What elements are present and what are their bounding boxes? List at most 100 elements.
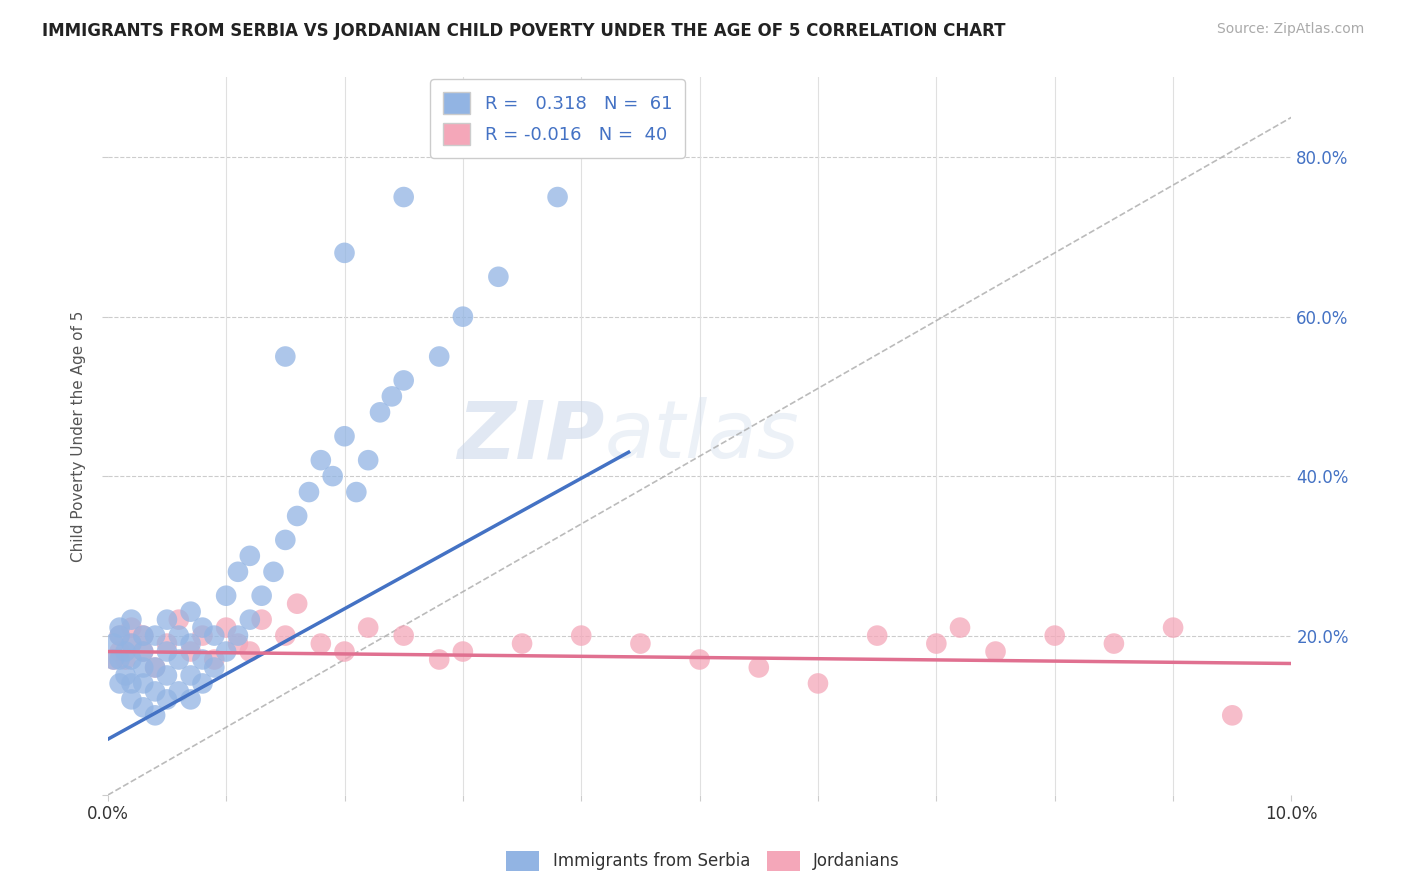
Point <box>180 644 202 658</box>
Point <box>285 597 308 611</box>
Point <box>239 549 262 563</box>
Point <box>392 629 415 643</box>
Point <box>132 629 155 643</box>
Point <box>748 660 770 674</box>
Point <box>239 644 262 658</box>
Point <box>226 636 249 650</box>
Point <box>689 652 711 666</box>
Point <box>427 350 450 364</box>
Text: IMMIGRANTS FROM SERBIA VS JORDANIAN CHILD POVERTY UNDER THE AGE OF 5 CORRELATION: IMMIGRANTS FROM SERBIA VS JORDANIAN CHIL… <box>42 22 1005 40</box>
Point <box>263 565 285 579</box>
Point <box>180 636 202 650</box>
Point <box>807 676 830 690</box>
Point <box>132 676 155 690</box>
Point <box>120 636 142 650</box>
Point <box>120 676 142 690</box>
Point <box>285 508 308 523</box>
Point <box>108 644 131 658</box>
Point <box>167 613 190 627</box>
Point <box>167 684 190 698</box>
Point <box>108 621 131 635</box>
Point <box>1102 636 1125 650</box>
Point <box>156 668 179 682</box>
Point <box>510 636 533 650</box>
Point <box>108 676 131 690</box>
Point <box>451 310 474 324</box>
Text: Source: ZipAtlas.com: Source: ZipAtlas.com <box>1216 22 1364 37</box>
Point <box>1043 629 1066 643</box>
Point <box>120 613 142 627</box>
Point <box>298 485 321 500</box>
Point <box>156 613 179 627</box>
Legend: Immigrants from Serbia, Jordanians: Immigrants from Serbia, Jordanians <box>498 842 908 880</box>
Point <box>1161 621 1184 635</box>
Point <box>108 652 131 666</box>
Point <box>239 613 262 627</box>
Point <box>925 636 948 650</box>
Point <box>132 644 155 658</box>
Point <box>322 469 344 483</box>
Point <box>180 605 202 619</box>
Point <box>191 652 214 666</box>
Point <box>191 621 214 635</box>
Point <box>143 629 166 643</box>
Point <box>357 621 380 635</box>
Point <box>103 652 125 666</box>
Point <box>381 389 404 403</box>
Point <box>569 629 592 643</box>
Point <box>156 644 179 658</box>
Text: ZIP: ZIP <box>457 397 605 475</box>
Point <box>215 644 238 658</box>
Point <box>120 652 142 666</box>
Point <box>180 692 202 706</box>
Point <box>202 652 225 666</box>
Legend: R =   0.318   N =  61, R = -0.016   N =  40: R = 0.318 N = 61, R = -0.016 N = 40 <box>430 79 685 158</box>
Point <box>120 692 142 706</box>
Point <box>866 629 889 643</box>
Point <box>103 652 125 666</box>
Point <box>143 684 166 698</box>
Point <box>274 629 297 643</box>
Point <box>167 629 190 643</box>
Point <box>132 660 155 674</box>
Point <box>132 644 155 658</box>
Point <box>274 350 297 364</box>
Point <box>108 629 131 643</box>
Point <box>202 629 225 643</box>
Point <box>333 644 356 658</box>
Point <box>191 629 214 643</box>
Point <box>451 644 474 658</box>
Point <box>226 565 249 579</box>
Point <box>949 621 972 635</box>
Point <box>392 373 415 387</box>
Text: atlas: atlas <box>605 397 800 475</box>
Point <box>226 629 249 643</box>
Point <box>156 692 179 706</box>
Point <box>628 636 651 650</box>
Point <box>344 485 367 500</box>
Point <box>114 668 136 682</box>
Point <box>215 589 238 603</box>
Point <box>309 636 332 650</box>
Point <box>984 644 1007 658</box>
Point <box>143 660 166 674</box>
Point <box>392 190 415 204</box>
Point <box>368 405 391 419</box>
Point <box>250 613 273 627</box>
Point <box>114 652 136 666</box>
Point <box>1220 708 1243 723</box>
Point <box>202 660 225 674</box>
Point <box>191 676 214 690</box>
Point <box>132 700 155 714</box>
Point <box>120 621 142 635</box>
Point <box>357 453 380 467</box>
Point <box>143 660 166 674</box>
Point <box>250 589 273 603</box>
Point <box>156 636 179 650</box>
Point <box>427 652 450 666</box>
Point <box>333 429 356 443</box>
Point <box>333 245 356 260</box>
Point <box>132 629 155 643</box>
Point <box>108 629 131 643</box>
Point <box>143 708 166 723</box>
